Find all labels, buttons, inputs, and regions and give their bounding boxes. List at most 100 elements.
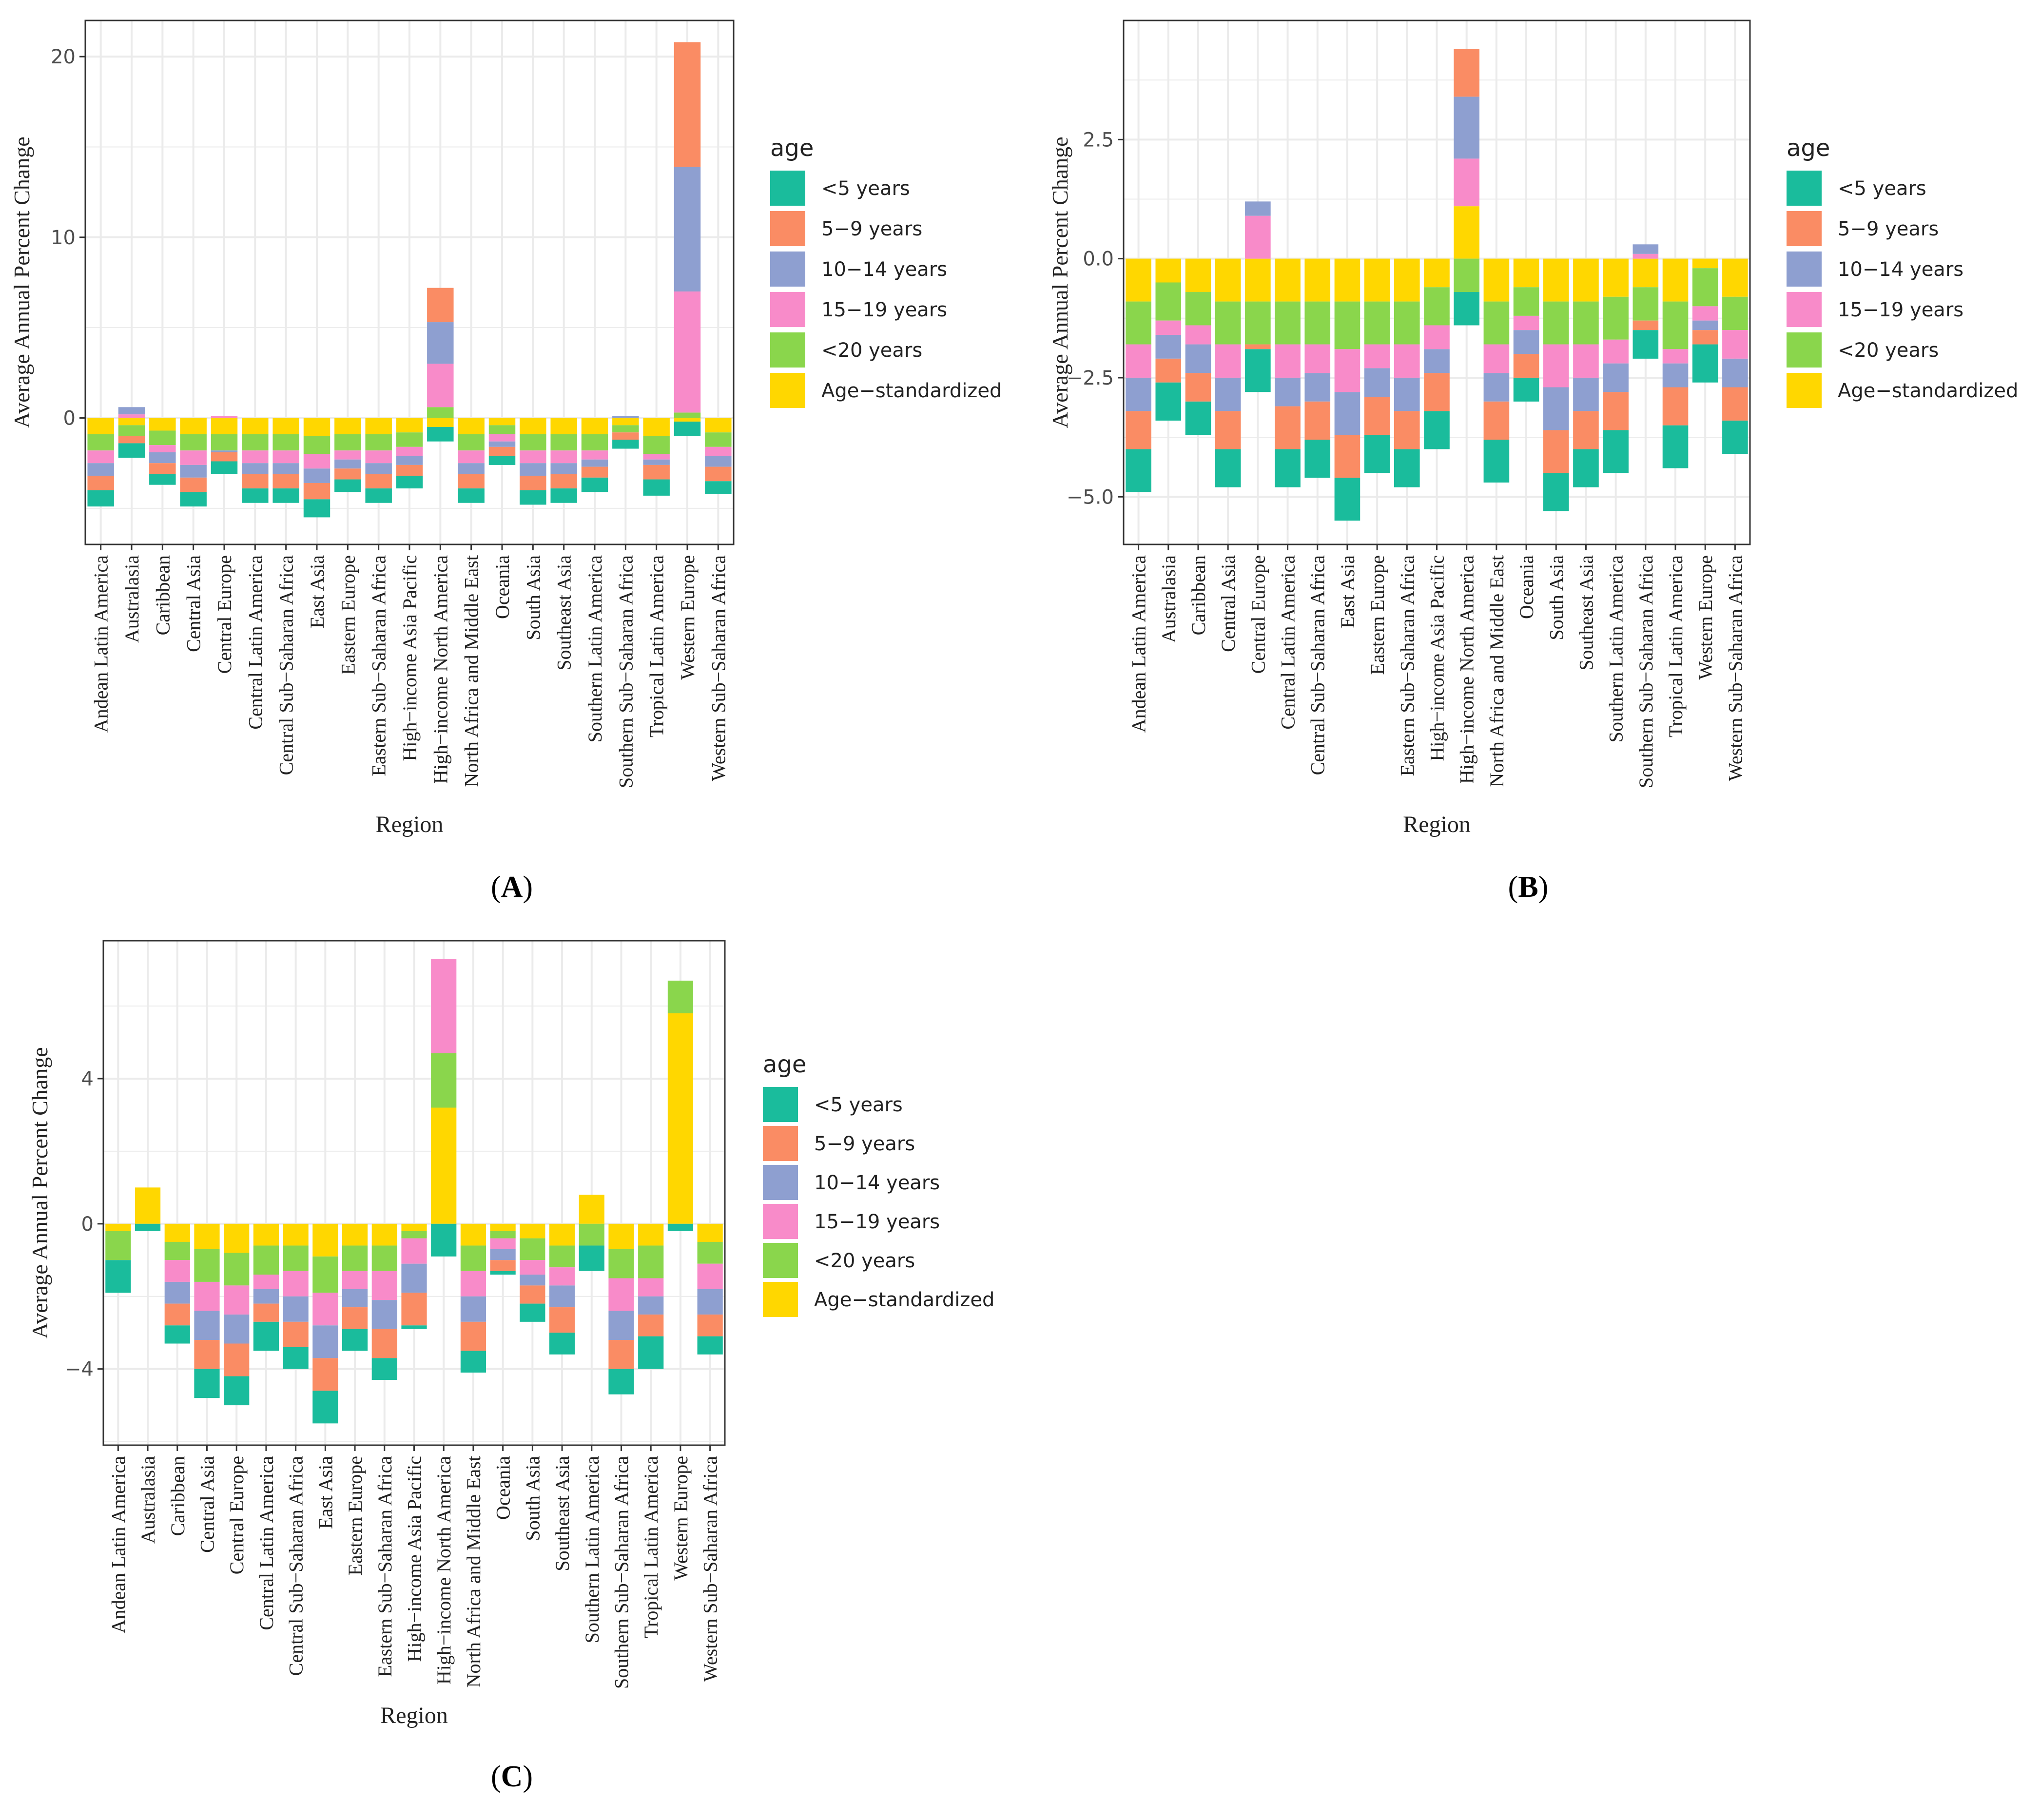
bar-segment: [396, 456, 423, 465]
x-category-label: Andean Latin America: [107, 1456, 129, 1634]
y-tick-label: 20: [51, 46, 76, 68]
bar-segment: [1185, 292, 1211, 326]
x-category-label: South Asia: [1545, 555, 1567, 640]
bar-segment: [1155, 282, 1182, 321]
bar-segment: [401, 1325, 427, 1329]
x-category-label: Central Latin America: [255, 1456, 277, 1630]
bar-segment: [312, 1391, 338, 1424]
x-category-label: Western Sub−Saharan Africa: [707, 555, 729, 781]
bar-segment: [211, 418, 238, 434]
bar-segment: [520, 476, 546, 490]
y-tick-label: 0.0: [1083, 248, 1114, 271]
legend-label: <5 years: [814, 1094, 903, 1116]
bar-segment: [242, 463, 269, 474]
bar-segment: [1304, 301, 1331, 345]
bar-segment: [253, 1245, 279, 1275]
bar-segment: [401, 1223, 427, 1231]
bar-segment: [581, 450, 608, 460]
bar-segment: [550, 450, 577, 464]
bar-segment: [1454, 258, 1480, 292]
bar-segment: [396, 465, 423, 476]
bar-segment: [549, 1333, 575, 1355]
bar-segment: [371, 1300, 397, 1329]
bar-segment: [520, 1285, 545, 1304]
bar-segment: [460, 1223, 486, 1246]
bar-segment: [1603, 258, 1629, 297]
bar-segment: [312, 1293, 338, 1326]
bar-segment: [431, 1107, 457, 1224]
bar-segment: [705, 466, 732, 482]
legend-swatch: [763, 1087, 798, 1122]
bar-segment: [1424, 258, 1450, 288]
bar-segment: [705, 432, 732, 447]
bar-segment: [460, 1321, 486, 1351]
bar-segment: [164, 1223, 190, 1242]
bar-segment: [224, 1285, 250, 1315]
bar-segment: [194, 1249, 220, 1282]
bar-segment: [1126, 411, 1151, 449]
bar-segment: [1126, 377, 1151, 411]
bar-segment: [638, 1296, 664, 1315]
bar-segment: [1662, 425, 1689, 468]
panel-label-letter: A: [501, 871, 523, 904]
x-category-label: Western Europe: [670, 1456, 692, 1581]
x-category-label: East Asia: [1337, 555, 1359, 628]
bar-segment: [371, 1358, 397, 1380]
x-category-label: Eastern Sub−Saharan Africa: [368, 555, 390, 776]
bar-segment: [608, 1223, 634, 1249]
bar-segment: [1126, 344, 1151, 378]
bar-segment: [1275, 406, 1301, 449]
bar-segment: [705, 456, 732, 467]
x-category-label: High−income North America: [429, 555, 451, 784]
bar-segment: [1185, 258, 1211, 292]
bar-segment: [1573, 258, 1599, 302]
bar-segment: [431, 959, 457, 1053]
legend-swatch: [763, 1204, 798, 1239]
x-category-label: North Africa and Middle East: [463, 1456, 485, 1687]
bar-segment: [164, 1325, 190, 1344]
bar-segment: [1304, 258, 1331, 302]
bar-segment: [1334, 301, 1360, 349]
bar-segment: [1513, 315, 1539, 330]
legend-label: Age−standardized: [821, 380, 1002, 402]
bar-segment: [334, 468, 361, 480]
x-category-label: Eastern Sub−Saharan Africa: [374, 1456, 396, 1677]
bar-segment: [1692, 320, 1718, 330]
x-category-label: Central Asia: [183, 555, 205, 652]
bar-segment: [342, 1329, 368, 1351]
bar-segment: [1126, 258, 1151, 302]
bar-segment: [253, 1321, 279, 1351]
x-category-label: Southern Sub−Saharan Africa: [1635, 555, 1657, 788]
x-category-label: Central Latin America: [1277, 555, 1299, 730]
bar-segment: [697, 1242, 723, 1264]
bar-segment: [135, 1223, 161, 1231]
legend-swatch: [770, 252, 805, 287]
x-category-label: Central Latin America: [244, 555, 266, 730]
bar-segment: [1334, 392, 1360, 435]
bar-segment: [550, 463, 577, 474]
bar-segment: [1155, 335, 1182, 359]
bar-segment: [581, 418, 608, 434]
bar-segment: [365, 463, 392, 474]
bar-segment: [180, 477, 207, 492]
bar-segment: [520, 434, 546, 451]
bar-segment: [1603, 392, 1629, 430]
bar-segment: [371, 1271, 397, 1300]
x-category-label: Andean Latin America: [1128, 555, 1150, 733]
bar-segment: [488, 456, 516, 465]
bar-segment: [342, 1307, 368, 1329]
panel-label-letter: C: [501, 1760, 523, 1793]
bar-segment: [334, 479, 361, 492]
legend-swatch: [1787, 211, 1822, 246]
bar-segment: [253, 1303, 279, 1322]
x-category-label: Caribbean: [167, 1456, 189, 1536]
legend-title: age: [770, 135, 814, 162]
bar-segment: [242, 434, 269, 451]
bar-segment: [1245, 215, 1271, 259]
bar-segment: [608, 1340, 634, 1369]
bar-segment: [674, 418, 701, 422]
legend-swatch: [1787, 292, 1822, 327]
bar-segment: [253, 1275, 279, 1289]
bar-segment: [697, 1336, 723, 1355]
bar-segment: [149, 474, 176, 485]
